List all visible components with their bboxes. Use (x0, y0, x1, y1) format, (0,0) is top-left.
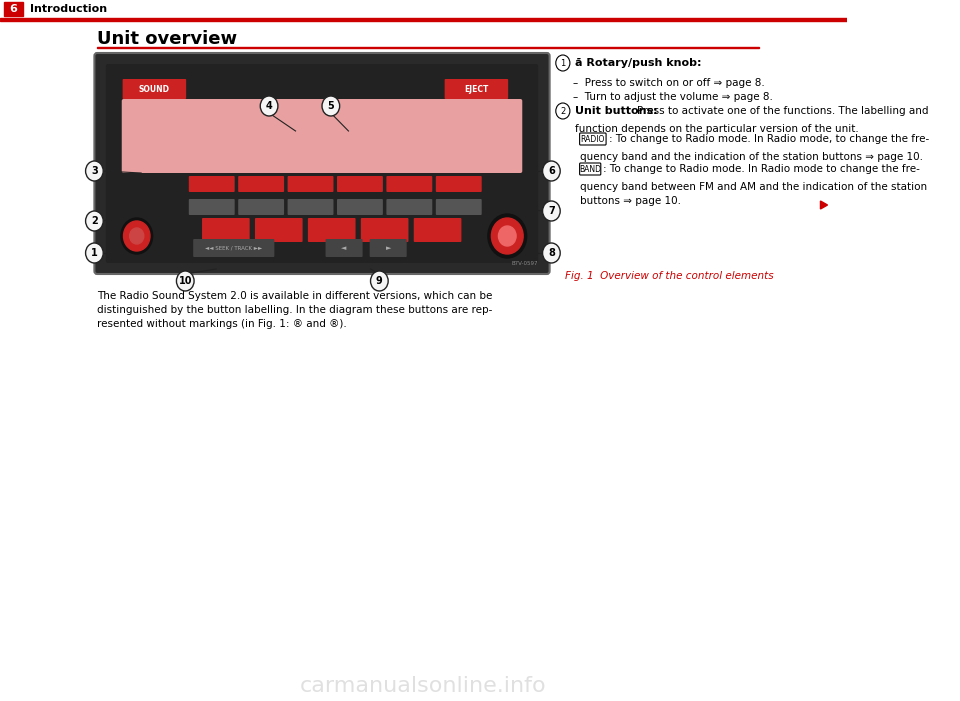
Circle shape (542, 161, 561, 181)
FancyBboxPatch shape (580, 133, 606, 145)
Text: function depends on the particular version of the unit.: function depends on the particular versi… (575, 124, 859, 134)
Text: 6: 6 (548, 166, 555, 176)
FancyBboxPatch shape (238, 176, 284, 192)
Text: 10: 10 (179, 276, 192, 286)
Circle shape (371, 271, 388, 291)
FancyBboxPatch shape (414, 218, 462, 242)
Text: Unit overview: Unit overview (97, 30, 237, 48)
FancyBboxPatch shape (370, 239, 407, 257)
FancyBboxPatch shape (337, 176, 383, 192)
FancyBboxPatch shape (387, 176, 432, 192)
FancyBboxPatch shape (189, 199, 234, 215)
Polygon shape (821, 201, 828, 209)
Text: 3: 3 (91, 166, 98, 176)
Circle shape (556, 55, 570, 71)
Text: B7V-0597: B7V-0597 (512, 261, 539, 266)
Text: SOUND: SOUND (139, 85, 170, 93)
Text: 2: 2 (91, 216, 98, 226)
Text: ◄◄ SEEK / TRACK ►►: ◄◄ SEEK / TRACK ►► (205, 245, 262, 250)
Text: quency band and the indication of the station buttons ⇒ page 10.: quency band and the indication of the st… (581, 152, 924, 162)
Circle shape (85, 211, 104, 231)
Text: 1: 1 (561, 58, 565, 67)
FancyBboxPatch shape (193, 239, 275, 257)
FancyBboxPatch shape (444, 79, 508, 99)
Text: Introduction: Introduction (30, 4, 108, 14)
Text: EJECT: EJECT (465, 85, 489, 93)
Text: distinguished by the button labelling. In the diagram these buttons are rep-: distinguished by the button labelling. I… (97, 305, 492, 315)
Text: 9: 9 (376, 276, 383, 286)
Text: ◄: ◄ (342, 245, 347, 251)
FancyBboxPatch shape (255, 218, 302, 242)
Text: Press to activate one of the functions. The labelling and: Press to activate one of the functions. … (636, 106, 928, 116)
Text: resented without markings (in Fig. 1: ® and ®).: resented without markings (in Fig. 1: ® … (97, 319, 347, 329)
Circle shape (177, 271, 194, 291)
Circle shape (542, 243, 561, 263)
FancyBboxPatch shape (436, 199, 482, 215)
Circle shape (121, 218, 153, 254)
FancyBboxPatch shape (325, 239, 363, 257)
Circle shape (260, 96, 277, 116)
Text: 4: 4 (266, 101, 273, 111)
FancyBboxPatch shape (106, 64, 539, 263)
FancyBboxPatch shape (238, 199, 284, 215)
Text: 8: 8 (548, 248, 555, 258)
FancyBboxPatch shape (189, 176, 234, 192)
FancyBboxPatch shape (436, 176, 482, 192)
Text: RADIO: RADIO (581, 135, 605, 144)
Text: –  Turn to adjust the volume ⇒ page 8.: – Turn to adjust the volume ⇒ page 8. (573, 92, 774, 102)
Circle shape (85, 161, 104, 181)
Text: BAND: BAND (579, 165, 601, 174)
Text: 5: 5 (327, 101, 334, 111)
FancyBboxPatch shape (94, 53, 550, 274)
Text: : To change to Radio mode. In Radio mode to change the fre-: : To change to Radio mode. In Radio mode… (604, 164, 921, 174)
Text: –  Press to switch on or off ⇒ page 8.: – Press to switch on or off ⇒ page 8. (573, 78, 765, 88)
FancyBboxPatch shape (288, 199, 333, 215)
FancyBboxPatch shape (288, 176, 333, 192)
FancyBboxPatch shape (123, 79, 186, 99)
Text: 1: 1 (91, 248, 98, 258)
Circle shape (85, 243, 104, 263)
Text: The Radio Sound System 2.0 is available in different versions, which can be: The Radio Sound System 2.0 is available … (97, 291, 492, 301)
Bar (0, 18, 847, 19)
FancyBboxPatch shape (308, 218, 355, 242)
Text: quency band between FM and AM and the indication of the station: quency band between FM and AM and the in… (581, 182, 927, 192)
Circle shape (124, 221, 150, 251)
Circle shape (498, 226, 516, 246)
Text: 6: 6 (10, 4, 17, 14)
Text: ã Rotary/push knob:: ã Rotary/push knob: (575, 58, 702, 68)
FancyBboxPatch shape (122, 99, 522, 173)
Circle shape (322, 96, 340, 116)
Text: 2: 2 (561, 107, 565, 116)
FancyBboxPatch shape (387, 199, 432, 215)
FancyBboxPatch shape (202, 218, 250, 242)
Circle shape (556, 103, 570, 119)
Circle shape (542, 201, 561, 221)
Circle shape (130, 228, 144, 244)
Bar (0, 0, 847, 20)
Text: Unit buttons:: Unit buttons: (575, 106, 658, 116)
Text: buttons ⇒ page 10.: buttons ⇒ page 10. (581, 196, 682, 206)
FancyBboxPatch shape (361, 218, 408, 242)
Text: Fig. 1  Overview of the control elements: Fig. 1 Overview of the control elements (564, 271, 773, 281)
FancyBboxPatch shape (337, 199, 383, 215)
Circle shape (488, 214, 527, 258)
Text: : To change to Radio mode. In Radio mode, to change the fre-: : To change to Radio mode. In Radio mode… (609, 134, 929, 144)
Text: ►: ► (386, 245, 391, 251)
Bar (4, 2, 23, 16)
FancyBboxPatch shape (580, 163, 601, 175)
Text: 7: 7 (548, 206, 555, 216)
Circle shape (492, 218, 523, 254)
Text: carmanualsonline.info: carmanualsonline.info (300, 676, 547, 696)
Bar (0, 20, 847, 21)
Bar (97, 47, 758, 48)
